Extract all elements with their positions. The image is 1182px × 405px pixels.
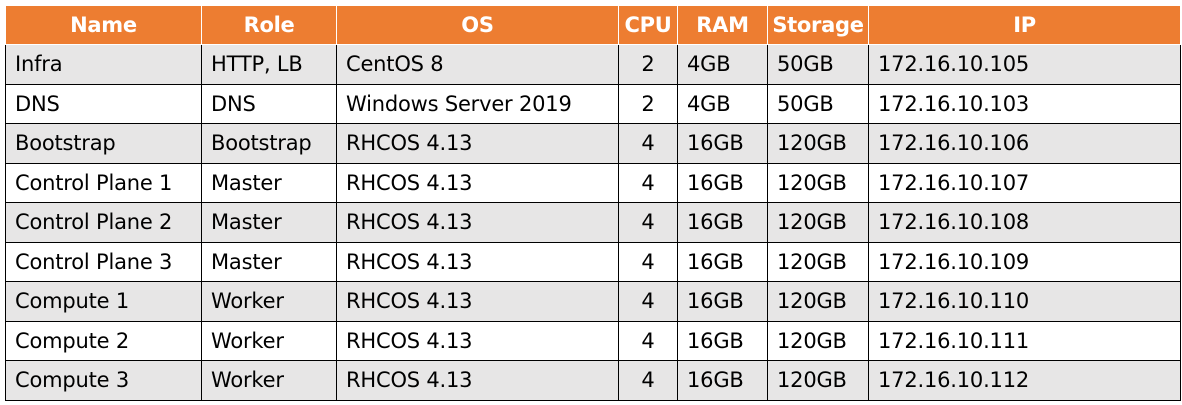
- cell-os: RHCOS 4.13: [336, 320, 619, 361]
- header-name: Name: [5, 5, 202, 45]
- cell-storage: 50GB: [767, 83, 869, 124]
- cell-os: RHCOS 4.13: [336, 123, 619, 164]
- cell-os: RHCOS 4.13: [336, 281, 619, 322]
- cell-name: Compute 2: [5, 320, 202, 361]
- cell-ram: 16GB: [677, 360, 768, 401]
- cell-storage: 120GB: [767, 360, 869, 401]
- cell-os: RHCOS 4.13: [336, 241, 619, 282]
- header-row: Name Role OS CPU RAM Storage IP: [5, 5, 1181, 45]
- cell-cpu: 4: [618, 123, 678, 164]
- header-ram: RAM: [677, 5, 768, 45]
- cell-storage: 120GB: [767, 162, 869, 203]
- cell-ram: 16GB: [677, 162, 768, 203]
- cell-ram: 16GB: [677, 123, 768, 164]
- table-row: Compute 2 Worker RHCOS 4.13 4 16GB 120GB 172.1…: [5, 320, 1181, 361]
- cell-storage: 120GB: [767, 281, 869, 322]
- cell-os: RHCOS 4.13: [336, 360, 619, 401]
- header-storage: Storage: [767, 5, 869, 45]
- table-row: DNS DNS Windows Server 2019 2 4GB 50GB 172.16.…: [5, 83, 1181, 124]
- table-body: Infra HTTP, LB CentOS 8 2 4GB 50GB 172.16.10.1…: [5, 44, 1181, 401]
- header-os: OS: [336, 5, 619, 45]
- table-header: Name Role OS CPU RAM Storage IP: [5, 5, 1181, 45]
- cell-cpu: 2: [618, 44, 678, 85]
- cell-cpu: 4: [618, 281, 678, 322]
- cell-ip: 172.16.10.103: [868, 83, 1181, 124]
- cell-name: Control Plane 1: [5, 162, 202, 203]
- cell-name: Compute 3: [5, 360, 202, 401]
- header-cpu: CPU: [618, 5, 678, 45]
- cell-role: Worker: [201, 360, 337, 401]
- server-spec-table: Name Role OS CPU RAM Storage IP Infra HTT…: [5, 5, 1181, 401]
- header-ip: IP: [868, 5, 1181, 45]
- cell-cpu: 4: [618, 162, 678, 203]
- cell-os: CentOS 8: [336, 44, 619, 85]
- cell-cpu: 2: [618, 83, 678, 124]
- cell-ram: 4GB: [677, 44, 768, 85]
- cell-storage: 120GB: [767, 123, 869, 164]
- cell-os: Windows Server 2019: [336, 83, 619, 124]
- cell-role: Worker: [201, 281, 337, 322]
- cell-ip: 172.16.10.111: [868, 320, 1181, 361]
- cell-ip: 172.16.10.107: [868, 162, 1181, 203]
- cell-ram: 16GB: [677, 281, 768, 322]
- table-row: Control Plane 3 Master RHCOS 4.13 4 16GB 120G…: [5, 241, 1181, 282]
- cell-storage: 50GB: [767, 44, 869, 85]
- cell-storage: 120GB: [767, 241, 869, 282]
- cell-cpu: 4: [618, 241, 678, 282]
- table-row: Compute 1 Worker RHCOS 4.13 4 16GB 120GB 172.1…: [5, 281, 1181, 322]
- cell-os: RHCOS 4.13: [336, 202, 619, 243]
- cell-cpu: 4: [618, 360, 678, 401]
- cell-role: Bootstrap: [201, 123, 337, 164]
- cell-cpu: 4: [618, 320, 678, 361]
- cell-storage: 120GB: [767, 202, 869, 243]
- cell-role: Master: [201, 162, 337, 203]
- cell-name: Bootstrap: [5, 123, 202, 164]
- cell-ip: 172.16.10.110: [868, 281, 1181, 322]
- cell-role: Worker: [201, 320, 337, 361]
- cell-role: HTTP, LB: [201, 44, 337, 85]
- cell-cpu: 4: [618, 202, 678, 243]
- cell-ip: 172.16.10.112: [868, 360, 1181, 401]
- cell-ip: 172.16.10.109: [868, 241, 1181, 282]
- cell-storage: 120GB: [767, 320, 869, 361]
- cell-ram: 16GB: [677, 320, 768, 361]
- table-row: Control Plane 1 Master RHCOS 4.13 4 16GB 120G…: [5, 162, 1181, 203]
- cell-os: RHCOS 4.13: [336, 162, 619, 203]
- cell-name: Control Plane 3: [5, 241, 202, 282]
- cell-role: Master: [201, 202, 337, 243]
- cell-name: DNS: [5, 83, 202, 124]
- cell-ram: 16GB: [677, 241, 768, 282]
- cell-name: Compute 1: [5, 281, 202, 322]
- cell-ram: 16GB: [677, 202, 768, 243]
- table-row: Compute 3 Worker RHCOS 4.13 4 16GB 120GB 172.1…: [5, 360, 1181, 401]
- table-row: Bootstrap Bootstrap RHCOS 4.13 4 16GB 120GB 17…: [5, 123, 1181, 164]
- cell-name: Infra: [5, 44, 202, 85]
- header-role: Role: [201, 5, 337, 45]
- table-row: Control Plane 2 Master RHCOS 4.13 4 16GB 120G…: [5, 202, 1181, 243]
- cell-ip: 172.16.10.105: [868, 44, 1181, 85]
- table-container: Name Role OS CPU RAM Storage IP Infra HTT…: [5, 5, 1181, 401]
- cell-name: Control Plane 2: [5, 202, 202, 243]
- cell-role: DNS: [201, 83, 337, 124]
- table-row: Infra HTTP, LB CentOS 8 2 4GB 50GB 172.16.10.1…: [5, 44, 1181, 85]
- cell-ram: 4GB: [677, 83, 768, 124]
- cell-ip: 172.16.10.108: [868, 202, 1181, 243]
- cell-role: Master: [201, 241, 337, 282]
- cell-ip: 172.16.10.106: [868, 123, 1181, 164]
